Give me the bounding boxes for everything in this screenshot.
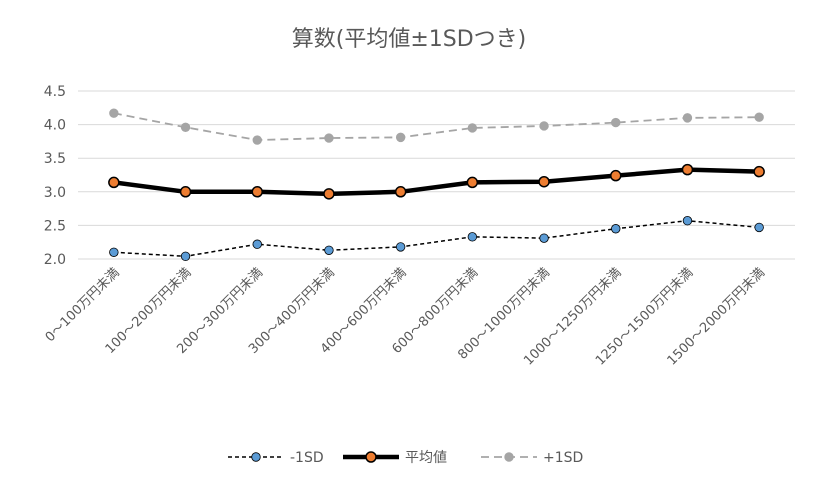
data-point [682, 113, 693, 123]
legend-marker [504, 452, 514, 462]
data-point [179, 186, 192, 198]
series-line [113, 112, 760, 141]
legend-marker [365, 451, 377, 463]
chart-title: 算数(平均値±1SDつき) [292, 27, 527, 52]
data-point [109, 247, 119, 257]
y-tick-label: 4.0 [44, 118, 66, 134]
legend: -1SD 平均値 +1SD [228, 450, 583, 466]
y-tick-label: 2.0 [44, 252, 66, 268]
data-point [323, 188, 335, 200]
legend-label: -1SD [290, 450, 324, 466]
y-axis-tick-labels: 2.0 2.5 3.0 3.5 4.0 4.5 [44, 84, 66, 268]
data-point [467, 123, 478, 133]
data-point [180, 122, 191, 132]
data-point [394, 186, 407, 198]
data-point [252, 239, 262, 249]
y-tick-label: 4.5 [44, 84, 66, 100]
data-point [539, 233, 549, 243]
data-point [395, 132, 406, 143]
legend-label: 平均値 [405, 450, 447, 466]
y-tick-label: 3.5 [44, 151, 66, 167]
data-point [610, 169, 622, 182]
series-line [113, 219, 760, 258]
data-point [251, 186, 263, 198]
data-point [538, 175, 550, 188]
data-point [539, 121, 549, 131]
legend-label: +1SD [543, 450, 583, 466]
data-point [252, 135, 262, 145]
data-point [753, 165, 765, 178]
data-point [109, 108, 119, 118]
x-axis-tick-labels: 0～100万円未満100～200万円未満200～300万円未満300～400万円… [43, 265, 768, 368]
x-tick-label: 0～100万円未満 [43, 265, 123, 345]
data-point [108, 176, 120, 189]
series-line [113, 167, 760, 197]
data-point [180, 251, 191, 262]
data-point [754, 222, 764, 233]
legend-marker [251, 452, 261, 462]
data-point [395, 242, 406, 252]
data-point [467, 232, 478, 242]
series-lines [108, 108, 765, 262]
data-point [754, 112, 764, 122]
data-point [611, 117, 621, 128]
y-tick-label: 3.0 [44, 185, 66, 201]
data-point [682, 215, 693, 226]
data-point [324, 245, 334, 255]
data-point [611, 224, 621, 234]
data-point [466, 176, 479, 189]
y-tick-label: 2.5 [44, 218, 66, 234]
data-point [324, 133, 334, 143]
data-point [681, 163, 694, 176]
